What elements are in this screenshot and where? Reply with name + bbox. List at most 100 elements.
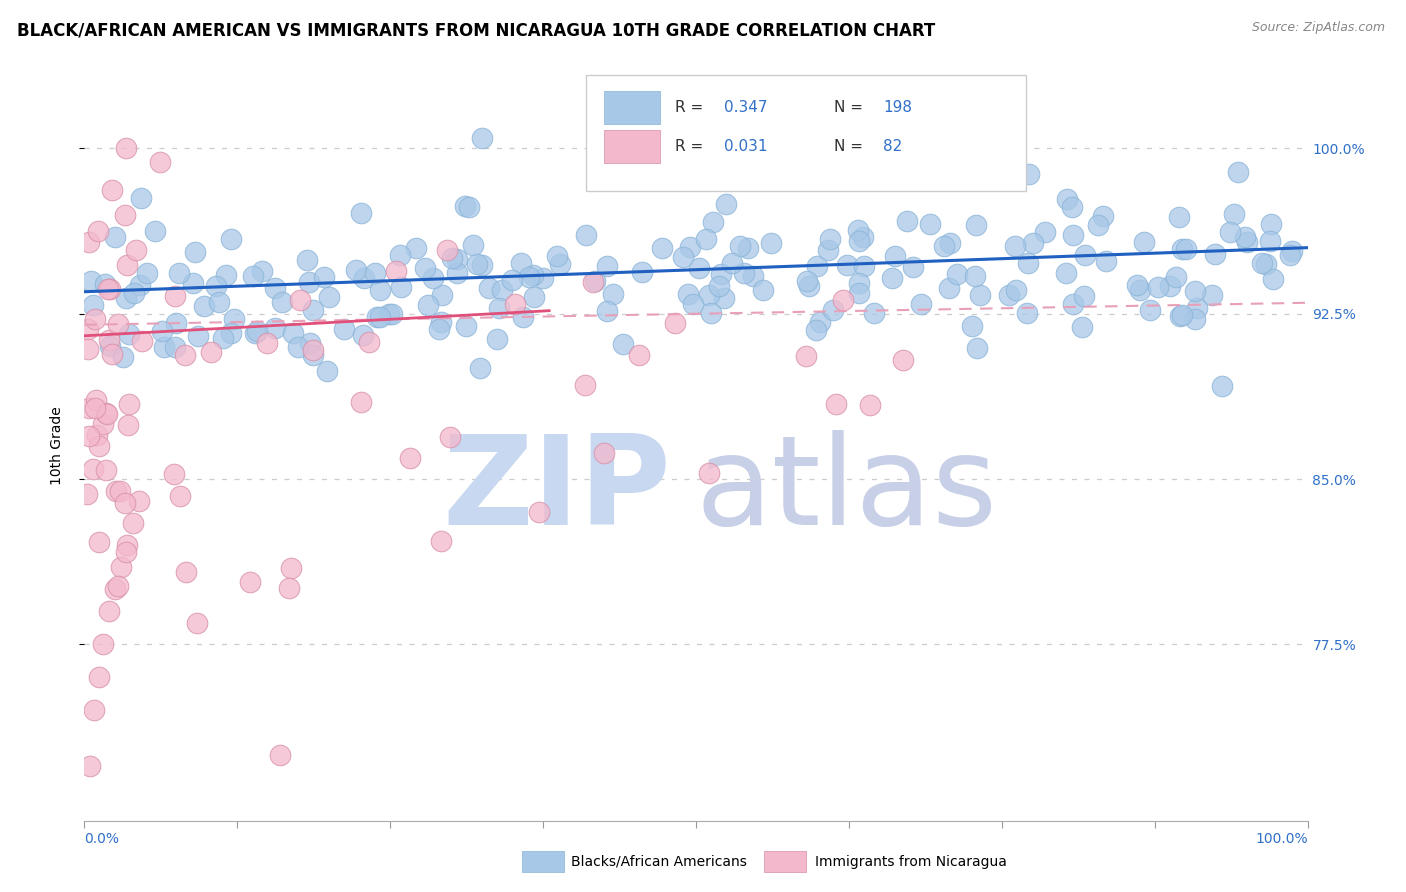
Point bbox=[114, 208, 136, 222]
Point bbox=[457, 200, 479, 214]
Point bbox=[1062, 297, 1084, 311]
Point bbox=[852, 229, 875, 244]
Point bbox=[853, 259, 876, 273]
Point bbox=[239, 574, 262, 589]
Point bbox=[679, 240, 702, 254]
FancyBboxPatch shape bbox=[605, 130, 661, 162]
Point bbox=[478, 281, 501, 295]
Point bbox=[596, 260, 619, 274]
Point bbox=[128, 494, 150, 508]
Point bbox=[118, 326, 141, 341]
Point bbox=[835, 258, 858, 272]
Point bbox=[381, 307, 404, 321]
Point bbox=[243, 326, 266, 340]
Point bbox=[93, 277, 115, 291]
Point bbox=[1226, 164, 1249, 178]
Point bbox=[79, 429, 101, 443]
Point bbox=[1005, 283, 1028, 297]
Point bbox=[969, 288, 991, 302]
Text: 100.0%: 100.0% bbox=[1256, 831, 1308, 846]
Point bbox=[200, 345, 222, 359]
Point bbox=[846, 223, 869, 237]
Point bbox=[759, 235, 782, 250]
Point bbox=[1279, 248, 1302, 262]
Point bbox=[1056, 192, 1078, 206]
Text: ZIP: ZIP bbox=[443, 431, 672, 551]
Point bbox=[104, 230, 127, 244]
Point bbox=[82, 298, 104, 312]
Point bbox=[702, 215, 724, 229]
Point bbox=[117, 397, 139, 411]
Point bbox=[350, 206, 373, 220]
Text: BLACK/AFRICAN AMERICAN VS IMMIGRANTS FROM NICARAGUA 10TH GRADE CORRELATION CHART: BLACK/AFRICAN AMERICAN VS IMMIGRANTS FRO… bbox=[17, 21, 935, 39]
Point bbox=[1167, 210, 1189, 224]
Point bbox=[1139, 302, 1161, 317]
Point bbox=[517, 270, 540, 285]
Point bbox=[87, 224, 110, 238]
Point bbox=[501, 273, 523, 287]
Point bbox=[314, 270, 336, 285]
Point bbox=[1211, 378, 1233, 392]
Point bbox=[184, 244, 207, 259]
Point bbox=[176, 565, 198, 579]
Text: R =: R = bbox=[675, 139, 709, 153]
Point bbox=[86, 428, 108, 442]
Point bbox=[413, 260, 436, 275]
Point bbox=[796, 274, 818, 288]
Point bbox=[1095, 254, 1118, 268]
Point bbox=[280, 561, 302, 575]
Point bbox=[818, 232, 841, 246]
Point bbox=[1171, 242, 1194, 256]
Point bbox=[1129, 283, 1152, 297]
Point bbox=[1070, 320, 1092, 334]
Point bbox=[295, 253, 318, 268]
Point bbox=[695, 232, 717, 246]
Point bbox=[752, 284, 775, 298]
Point bbox=[891, 352, 914, 367]
Point bbox=[862, 305, 884, 319]
Point bbox=[430, 288, 453, 302]
Point bbox=[205, 279, 228, 293]
Point bbox=[97, 333, 120, 347]
Point bbox=[222, 312, 245, 326]
Point bbox=[153, 340, 176, 354]
Point bbox=[997, 287, 1019, 301]
Point bbox=[1062, 228, 1084, 243]
Point bbox=[1281, 244, 1303, 258]
Point bbox=[488, 301, 510, 316]
Point bbox=[797, 279, 820, 293]
Point bbox=[848, 234, 870, 248]
Point bbox=[883, 250, 905, 264]
Point bbox=[664, 317, 686, 331]
Point bbox=[832, 293, 855, 308]
Point bbox=[129, 191, 152, 205]
Point bbox=[219, 232, 242, 246]
Point bbox=[697, 466, 720, 480]
Point bbox=[219, 326, 242, 340]
Point bbox=[709, 267, 731, 281]
Point bbox=[491, 283, 513, 297]
Point bbox=[131, 334, 153, 348]
Point bbox=[86, 392, 108, 407]
Point bbox=[1261, 272, 1284, 286]
Point bbox=[80, 274, 103, 288]
Point bbox=[672, 250, 695, 264]
Point bbox=[688, 261, 710, 276]
Point bbox=[596, 303, 619, 318]
Point bbox=[174, 348, 197, 362]
Point bbox=[353, 271, 375, 285]
Point bbox=[1184, 311, 1206, 326]
Point bbox=[378, 307, 401, 321]
Point bbox=[96, 407, 118, 421]
Point bbox=[91, 417, 114, 431]
Point bbox=[962, 318, 984, 333]
Point bbox=[808, 315, 831, 329]
Point bbox=[250, 263, 273, 277]
Point bbox=[1174, 242, 1197, 256]
FancyBboxPatch shape bbox=[765, 851, 806, 872]
Point bbox=[529, 505, 551, 519]
Point bbox=[427, 322, 450, 336]
Point bbox=[1060, 200, 1083, 214]
Point bbox=[98, 339, 121, 353]
Point bbox=[602, 287, 624, 301]
